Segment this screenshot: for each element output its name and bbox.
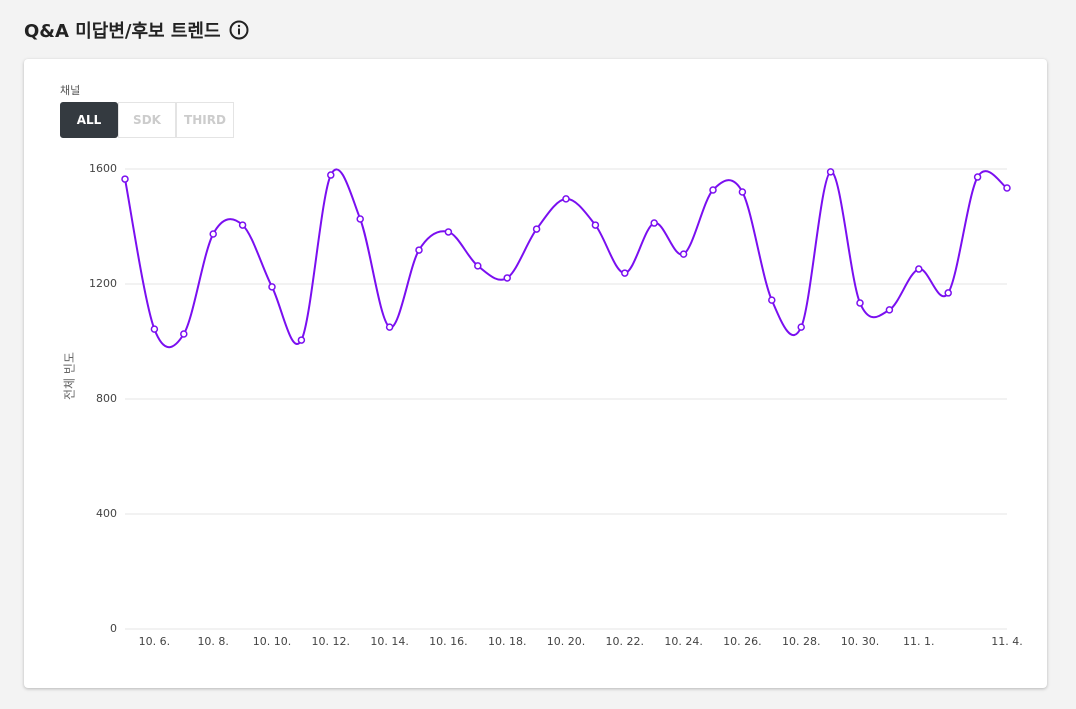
- x-tick-label: 10. 8.: [197, 635, 229, 648]
- point: [621, 269, 629, 277]
- point: [415, 246, 423, 254]
- point: [268, 283, 276, 291]
- card: [24, 59, 1047, 688]
- channel-buttons: ALL SDK THIRD: [60, 102, 234, 138]
- channel-button[interactable]: SDK: [118, 102, 176, 138]
- point: [944, 289, 952, 297]
- point: [738, 188, 747, 196]
- point: [856, 299, 864, 307]
- point: [385, 323, 394, 331]
- x-tick-label: 10. 30.: [841, 635, 879, 648]
- point: [797, 323, 805, 331]
- point: [238, 221, 247, 229]
- x-tick-label: 10. 16.: [429, 635, 467, 648]
- y-axis-label: 전체 빈도: [63, 352, 77, 400]
- x-tick-label: 10. 22.: [606, 635, 644, 648]
- x-tick-label: 10. 18.: [488, 635, 526, 648]
- channel-label: 채널: [60, 84, 81, 97]
- channel-button[interactable]: ALL: [60, 102, 118, 138]
- point: [150, 325, 159, 333]
- point: [768, 296, 776, 304]
- header: Q&A 미답변/후보 트렌드: [24, 17, 249, 43]
- x-tick-label: 10. 10.: [253, 635, 291, 648]
- point: [591, 221, 600, 229]
- y-tick-label: 1600: [89, 162, 117, 175]
- x-tick-label: 10. 12.: [312, 635, 350, 648]
- point: [327, 171, 335, 179]
- point: [826, 168, 835, 176]
- point: [474, 262, 482, 270]
- point: [532, 225, 541, 233]
- point: [209, 230, 217, 238]
- point: [973, 173, 982, 181]
- point: [180, 330, 188, 338]
- y-tick-label: 1200: [89, 277, 117, 290]
- y-tick-label: 0: [110, 622, 117, 635]
- x-tick-label: 11. 4.: [991, 635, 1023, 648]
- x-tick-label: 10. 20.: [547, 635, 585, 648]
- point: [709, 186, 717, 194]
- y-tick-label: 800: [96, 392, 117, 405]
- x-tick-label: 10. 26.: [723, 635, 761, 648]
- point: [885, 306, 894, 314]
- info-icon[interactable]: [229, 20, 249, 40]
- point: [121, 175, 129, 183]
- point: [650, 219, 658, 227]
- x-tick-label: 10. 24.: [664, 635, 702, 648]
- x-tick-label: 10. 28.: [782, 635, 820, 648]
- x-tick-label: 10. 14.: [370, 635, 408, 648]
- x-tick-label: 11. 1.: [903, 635, 935, 648]
- channel-button[interactable]: THIRD: [176, 102, 234, 138]
- point: [562, 195, 570, 203]
- point: [297, 336, 306, 344]
- point: [356, 215, 364, 223]
- point: [503, 274, 511, 282]
- point: [444, 228, 453, 236]
- point: [679, 250, 688, 258]
- x-tick-label: 10. 6.: [139, 635, 171, 648]
- y-tick-label: 400: [96, 507, 117, 520]
- page-title: Q&A 미답변/후보 트렌드: [24, 21, 221, 42]
- point: [1003, 184, 1011, 192]
- point: [915, 265, 923, 273]
